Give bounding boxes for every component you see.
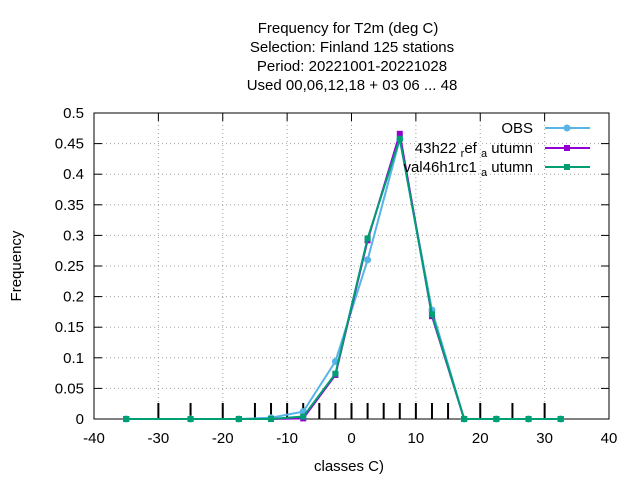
x-tick-label: 40 xyxy=(601,430,618,447)
x-tick-label: -40 xyxy=(83,430,105,447)
data-point xyxy=(332,370,339,377)
legend-entry-1: OBS xyxy=(501,120,590,137)
data-point xyxy=(557,416,564,422)
title-line-2: Selection: Finland 125 stations xyxy=(250,39,454,56)
y-axis-label: Frequency xyxy=(8,230,25,301)
x-axis-label: classes C) xyxy=(314,458,384,475)
data-point xyxy=(364,235,371,242)
plot-frame xyxy=(93,112,610,420)
legend-swatch-marker xyxy=(564,145,570,151)
legend-swatch-marker xyxy=(563,124,571,132)
data-point xyxy=(493,416,500,422)
data-point xyxy=(525,416,532,422)
legend-label-part: val46h1rc1 xyxy=(403,159,481,176)
legend-label-part: 43h22 xyxy=(415,140,461,157)
data-point xyxy=(396,135,403,142)
series-layer xyxy=(122,130,565,423)
legend-entry-3: val46h1rc1 a utumn xyxy=(403,159,590,179)
data-point xyxy=(364,256,372,264)
y-tick-label: 0.1 xyxy=(63,350,84,367)
legend-label-part: r xyxy=(461,148,465,160)
legend-label-part: ef xyxy=(464,140,481,157)
y-tick-label: 0.35 xyxy=(55,197,84,214)
y-tick-label: 0.05 xyxy=(55,380,84,397)
y-tick-label: 0.5 xyxy=(63,105,84,122)
x-tick-label: 30 xyxy=(536,430,553,447)
data-point xyxy=(300,413,307,420)
y-tick-label: 0 xyxy=(76,411,84,428)
data-point xyxy=(123,416,130,422)
y-tick-label: 0.4 xyxy=(63,166,84,183)
x-tick-label: 10 xyxy=(408,430,425,447)
series-line xyxy=(126,138,561,420)
x-tick-label: -30 xyxy=(148,430,170,447)
y-tick-label: 0.15 xyxy=(55,319,84,336)
legend-label-part: OBS xyxy=(501,120,533,137)
chart-title: Frequency for T2m (deg C) Selection: Fin… xyxy=(247,20,458,94)
legend-label: 43h22 ref a utumn xyxy=(415,140,533,160)
x-tick-label: -10 xyxy=(276,430,298,447)
title-line-1: Frequency for T2m (deg C) xyxy=(258,20,439,37)
data-point xyxy=(461,416,468,422)
grid xyxy=(94,113,609,419)
data-point xyxy=(268,416,275,422)
x-tick-label: -20 xyxy=(212,430,234,447)
data-point xyxy=(187,416,194,422)
y-tick-label: 0.2 xyxy=(63,289,84,306)
series-line xyxy=(126,133,561,420)
legend-swatch-marker xyxy=(564,164,570,170)
series-1 xyxy=(122,135,565,423)
y-tick-label: 0.3 xyxy=(63,227,84,244)
title-line-4: Used 00,06,12,18 + 03 06 ... 48 xyxy=(247,77,458,94)
x-tick-label: 20 xyxy=(472,430,489,447)
legend-entry-2: 43h22 ref a utumn xyxy=(415,140,590,160)
data-point xyxy=(396,130,403,137)
legend-label-part: a xyxy=(481,148,488,160)
legend-label-part: utumn xyxy=(487,159,533,176)
series-line xyxy=(126,139,561,420)
legend-label-part: a xyxy=(481,167,488,179)
legend-label-part: utumn xyxy=(487,140,533,157)
data-point xyxy=(428,311,435,318)
x-tick-label: 0 xyxy=(347,430,355,447)
series-3 xyxy=(123,135,564,422)
legend-label: val46h1rc1 a utumn xyxy=(403,159,533,179)
title-line-3: Period: 20221001-20221028 xyxy=(257,58,447,75)
data-point xyxy=(235,416,242,422)
y-tick-label: 0.45 xyxy=(55,136,84,153)
axis-ticks: 0 0.05 0.1 0.15 0.2 0.25 0.3 0.35 0.4 0.45 0.5 -40 -… xyxy=(55,105,618,447)
y-tick-label: 0.25 xyxy=(55,258,84,275)
legend-label: OBS xyxy=(501,120,533,137)
